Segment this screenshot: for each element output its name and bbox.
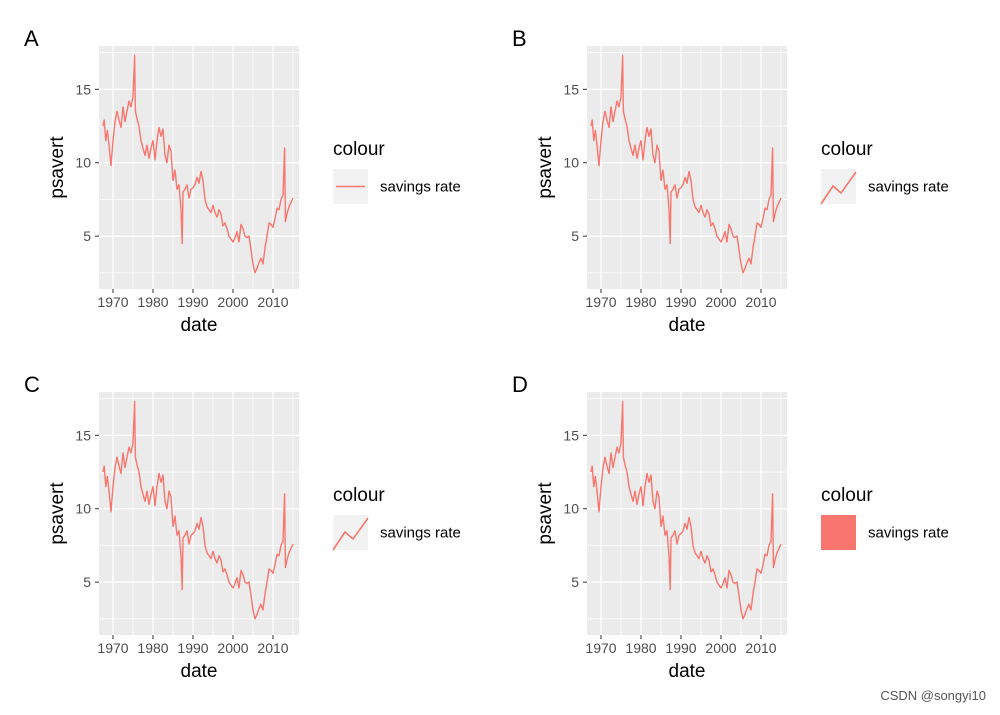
legend-key-zigzag bbox=[332, 517, 369, 551]
y-tick-label: 5 bbox=[571, 574, 579, 590]
x-tick-label: 1970 bbox=[585, 640, 616, 656]
y-tick-label: 5 bbox=[571, 228, 579, 244]
series-line-savings-rate bbox=[102, 400, 294, 620]
panel-label: C bbox=[24, 372, 40, 397]
legend-label: savings rate bbox=[868, 179, 949, 196]
y-axis-title: psavert bbox=[47, 482, 68, 545]
legend-key-zigzag bbox=[820, 171, 857, 205]
plot-background bbox=[99, 46, 299, 289]
legend-key-background bbox=[821, 169, 856, 204]
y-tick-label: 5 bbox=[83, 574, 91, 590]
legend-key-swatch bbox=[821, 515, 856, 550]
series-line-savings-rate bbox=[590, 400, 782, 620]
x-tick-label: 2010 bbox=[745, 640, 776, 656]
legend-label: savings rate bbox=[380, 179, 461, 196]
x-tick-label: 1990 bbox=[665, 294, 696, 310]
panel-a: A 1970 1980 1990 2000 2010 5 10 15 date psavert col… bbox=[24, 26, 461, 336]
x-tick-label: 2010 bbox=[257, 294, 288, 310]
y-tick-label: 5 bbox=[83, 228, 91, 244]
legend-label: savings rate bbox=[868, 525, 949, 542]
x-tick-label: 2000 bbox=[705, 294, 736, 310]
x-tick-label: 1980 bbox=[137, 640, 168, 656]
legend-title: colour bbox=[333, 139, 385, 160]
y-tick-label: 15 bbox=[75, 427, 91, 443]
y-tick-label: 10 bbox=[75, 155, 91, 171]
legend-title: colour bbox=[821, 139, 873, 160]
x-tick-label: 1980 bbox=[137, 294, 168, 310]
y-tick-label: 10 bbox=[563, 155, 579, 171]
y-tick-label: 10 bbox=[563, 501, 579, 517]
x-axis-title: date bbox=[669, 661, 706, 682]
x-tick-label: 1970 bbox=[97, 294, 128, 310]
x-tick-label: 1990 bbox=[177, 294, 208, 310]
y-axis-title: psavert bbox=[535, 482, 556, 545]
x-tick-label: 2000 bbox=[705, 640, 736, 656]
x-tick-label: 1990 bbox=[177, 640, 208, 656]
legend-title: colour bbox=[333, 485, 385, 506]
x-axis-title: date bbox=[181, 315, 218, 336]
panel-c: C 1970 1980 1990 2000 2010 5 10 15 date psavert col… bbox=[24, 372, 461, 682]
x-tick-label: 1990 bbox=[665, 640, 696, 656]
series-line-savings-rate bbox=[590, 54, 782, 274]
plot-background bbox=[587, 392, 787, 635]
x-axis-title: date bbox=[181, 661, 218, 682]
x-tick-label: 2010 bbox=[745, 294, 776, 310]
panel-b: B 1970 1980 1990 2000 2010 5 10 15 date psavert col… bbox=[512, 26, 949, 336]
x-tick-label: 2000 bbox=[217, 640, 248, 656]
watermark: CSDN @songyi10 bbox=[880, 688, 986, 703]
y-tick-label: 15 bbox=[563, 81, 579, 97]
legend-label: savings rate bbox=[380, 525, 461, 542]
panel-label: D bbox=[512, 372, 528, 397]
x-tick-label: 2010 bbox=[257, 640, 288, 656]
series-line-savings-rate bbox=[102, 54, 294, 274]
legend-key-background bbox=[333, 515, 368, 550]
plot-background bbox=[99, 392, 299, 635]
panel-d: D 1970 1980 1990 2000 2010 5 10 15 date psavert col… bbox=[512, 372, 949, 682]
legend-title: colour bbox=[821, 485, 873, 506]
x-tick-label: 2000 bbox=[217, 294, 248, 310]
panel-label: A bbox=[24, 26, 39, 51]
x-tick-label: 1980 bbox=[625, 640, 656, 656]
x-tick-label: 1970 bbox=[97, 640, 128, 656]
y-axis-title: psavert bbox=[47, 136, 68, 199]
plot-background bbox=[587, 46, 787, 289]
x-tick-label: 1970 bbox=[585, 294, 616, 310]
y-axis-title: psavert bbox=[535, 136, 556, 199]
y-tick-label: 10 bbox=[75, 501, 91, 517]
panel-label: B bbox=[512, 26, 527, 51]
x-tick-label: 1980 bbox=[625, 294, 656, 310]
x-axis-title: date bbox=[669, 315, 706, 336]
y-tick-label: 15 bbox=[75, 81, 91, 97]
y-tick-label: 15 bbox=[563, 427, 579, 443]
